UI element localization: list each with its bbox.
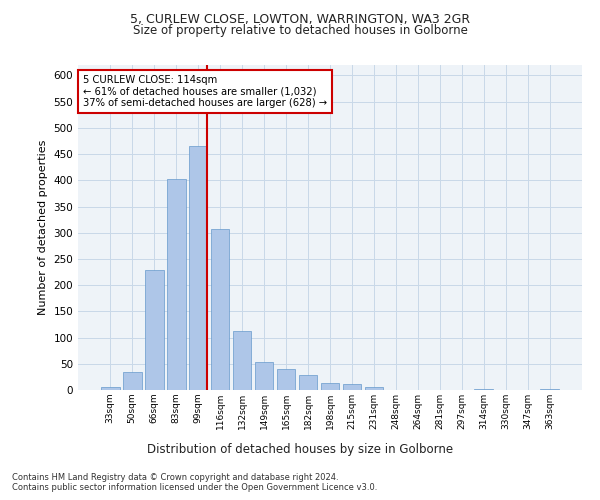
Bar bbox=[233, 332, 251, 390]
Bar bbox=[320, 382, 340, 390]
Bar bbox=[211, 228, 229, 390]
Bar bbox=[475, 389, 493, 390]
Bar bbox=[101, 388, 119, 390]
Text: Contains public sector information licensed under the Open Government Licence v3: Contains public sector information licen… bbox=[12, 484, 377, 492]
Bar bbox=[145, 270, 164, 390]
Text: 5 CURLEW CLOSE: 114sqm
← 61% of detached houses are smaller (1,032)
37% of semi-: 5 CURLEW CLOSE: 114sqm ← 61% of detached… bbox=[83, 74, 327, 108]
Bar bbox=[189, 146, 208, 390]
Text: Distribution of detached houses by size in Golborne: Distribution of detached houses by size … bbox=[147, 442, 453, 456]
Bar bbox=[277, 369, 295, 390]
Bar bbox=[541, 389, 559, 390]
Bar bbox=[365, 388, 383, 390]
Bar bbox=[299, 375, 317, 390]
Bar bbox=[167, 179, 185, 390]
Text: Size of property relative to detached houses in Golborne: Size of property relative to detached ho… bbox=[133, 24, 467, 37]
Bar bbox=[123, 372, 142, 390]
Text: 5, CURLEW CLOSE, LOWTON, WARRINGTON, WA3 2GR: 5, CURLEW CLOSE, LOWTON, WARRINGTON, WA3… bbox=[130, 12, 470, 26]
Y-axis label: Number of detached properties: Number of detached properties bbox=[38, 140, 48, 315]
Bar bbox=[343, 384, 361, 390]
Bar bbox=[255, 362, 274, 390]
Text: Contains HM Land Registry data © Crown copyright and database right 2024.: Contains HM Land Registry data © Crown c… bbox=[12, 472, 338, 482]
